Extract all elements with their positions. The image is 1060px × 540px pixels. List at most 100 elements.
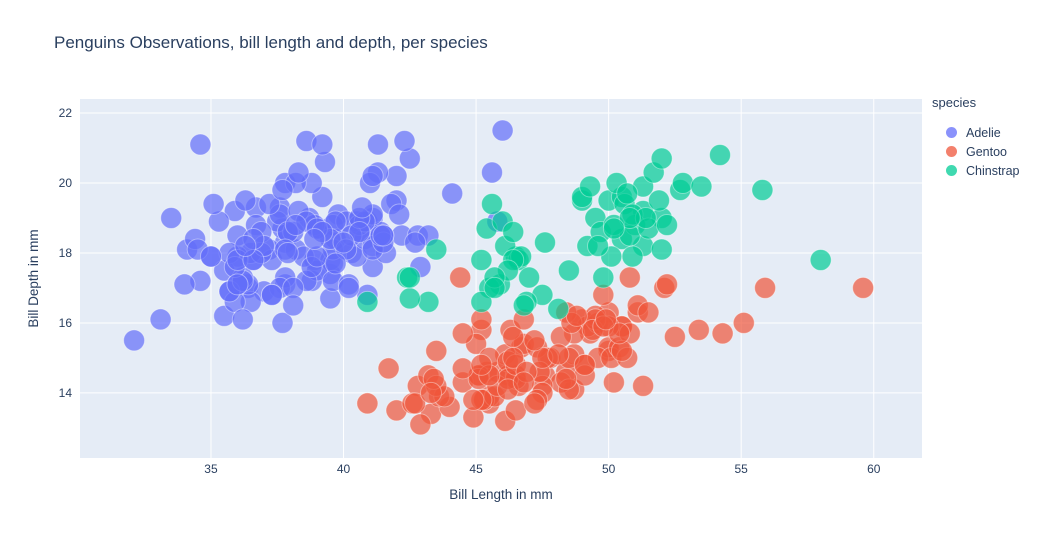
data-point-adelie[interactable]: [348, 221, 371, 243]
data-point-gentoo[interactable]: [502, 346, 525, 369]
data-point-chinstrap[interactable]: [398, 266, 421, 289]
data-point-gentoo[interactable]: [555, 367, 578, 390]
data-point-adelie[interactable]: [189, 133, 212, 156]
data-point-chinstrap[interactable]: [671, 172, 694, 194]
data-point-chinstrap[interactable]: [481, 193, 503, 215]
data-point-chinstrap[interactable]: [751, 179, 774, 201]
data-point-adelie[interactable]: [271, 311, 294, 334]
data-point-chinstrap[interactable]: [648, 189, 670, 212]
data-point-chinstrap[interactable]: [470, 290, 493, 313]
data-point-gentoo[interactable]: [608, 322, 631, 345]
data-point-adelie[interactable]: [173, 273, 196, 296]
data-point-gentoo[interactable]: [470, 353, 493, 376]
data-point-gentoo[interactable]: [565, 304, 588, 327]
data-point-adelie[interactable]: [276, 242, 299, 264]
data-point-adelie[interactable]: [160, 207, 183, 229]
legend-item-gentoo[interactable]: Gentoo: [932, 142, 1020, 161]
data-point-adelie[interactable]: [441, 182, 464, 205]
data-point-chinstrap[interactable]: [602, 217, 625, 240]
data-point-gentoo[interactable]: [512, 371, 535, 394]
data-point-gentoo[interactable]: [425, 339, 448, 362]
data-point-adelie[interactable]: [287, 161, 310, 184]
data-point-gentoo[interactable]: [637, 301, 660, 324]
legend-item-chinstrap[interactable]: Chinstrap: [932, 161, 1020, 180]
data-point-adelie[interactable]: [332, 231, 355, 254]
data-point-gentoo[interactable]: [377, 357, 400, 380]
data-point-chinstrap[interactable]: [587, 235, 609, 257]
data-point-chinstrap[interactable]: [650, 238, 673, 261]
data-point-adelie[interactable]: [149, 308, 172, 331]
data-point-chinstrap[interactable]: [512, 294, 535, 317]
data-point-chinstrap[interactable]: [557, 259, 580, 282]
data-point-chinstrap[interactable]: [470, 249, 493, 271]
data-point-adelie[interactable]: [234, 189, 257, 212]
legend-item-adelie[interactable]: Adelie: [932, 123, 1020, 142]
data-point-chinstrap[interactable]: [425, 238, 448, 261]
data-point-adelie[interactable]: [200, 245, 222, 268]
data-point-gentoo[interactable]: [449, 266, 472, 289]
data-point-adelie[interactable]: [258, 193, 281, 215]
data-point-chinstrap[interactable]: [398, 287, 421, 310]
data-point-gentoo[interactable]: [451, 357, 474, 380]
data-point-gentoo[interactable]: [404, 392, 427, 415]
data-point-adelie[interactable]: [303, 228, 326, 250]
data-point-adelie[interactable]: [123, 329, 146, 352]
data-point-adelie[interactable]: [388, 203, 411, 226]
data-point-gentoo[interactable]: [523, 329, 546, 352]
data-point-gentoo[interactable]: [732, 311, 755, 334]
data-point-adelie[interactable]: [202, 193, 225, 215]
data-point-chinstrap[interactable]: [650, 147, 673, 170]
data-point-gentoo[interactable]: [711, 322, 734, 345]
data-point-gentoo[interactable]: [663, 325, 686, 348]
data-point-chinstrap[interactable]: [547, 297, 570, 320]
data-point-adelie[interactable]: [372, 224, 395, 247]
data-point-chinstrap[interactable]: [592, 266, 615, 289]
data-point-adelie[interactable]: [311, 133, 334, 156]
data-point-gentoo[interactable]: [595, 308, 617, 331]
data-point-gentoo[interactable]: [687, 318, 710, 341]
data-point-chinstrap[interactable]: [690, 175, 713, 198]
data-point-adelie[interactable]: [231, 308, 254, 331]
data-point-adelie[interactable]: [404, 231, 427, 254]
data-point-chinstrap[interactable]: [618, 207, 641, 229]
data-point-chinstrap[interactable]: [518, 266, 541, 289]
data-point-adelie[interactable]: [393, 130, 416, 152]
data-point-adelie[interactable]: [361, 165, 384, 187]
data-point-adelie[interactable]: [324, 252, 347, 275]
data-point-chinstrap[interactable]: [356, 290, 379, 313]
data-point-gentoo[interactable]: [462, 388, 485, 411]
data-point-chinstrap[interactable]: [417, 290, 440, 313]
data-point-gentoo[interactable]: [523, 392, 546, 415]
data-point-chinstrap[interactable]: [502, 221, 525, 243]
data-point-chinstrap[interactable]: [709, 144, 731, 166]
data-point-gentoo[interactable]: [852, 276, 875, 299]
data-point-gentoo[interactable]: [754, 276, 777, 299]
data-point-gentoo[interactable]: [632, 374, 655, 397]
data-point-chinstrap[interactable]: [483, 276, 506, 299]
data-point-gentoo[interactable]: [656, 273, 678, 296]
data-point-adelie[interactable]: [271, 179, 294, 201]
data-point-adelie[interactable]: [337, 276, 360, 299]
data-point-adelie[interactable]: [226, 273, 249, 296]
data-point-gentoo[interactable]: [573, 353, 596, 376]
data-point-gentoo[interactable]: [356, 392, 379, 415]
data-point-adelie[interactable]: [284, 214, 307, 236]
data-point-gentoo[interactable]: [504, 399, 527, 422]
data-point-gentoo[interactable]: [547, 343, 570, 366]
data-point-adelie[interactable]: [282, 294, 305, 317]
data-point-gentoo[interactable]: [420, 381, 442, 404]
data-point-adelie[interactable]: [367, 133, 389, 156]
data-point-gentoo[interactable]: [451, 322, 474, 345]
data-point-chinstrap[interactable]: [534, 231, 556, 254]
data-point-chinstrap[interactable]: [616, 182, 639, 205]
data-point-gentoo[interactable]: [409, 413, 432, 436]
data-point-adelie[interactable]: [385, 165, 408, 187]
data-point-chinstrap[interactable]: [809, 249, 832, 271]
data-point-chinstrap[interactable]: [621, 245, 644, 268]
data-point-adelie[interactable]: [260, 283, 283, 306]
data-point-adelie[interactable]: [234, 235, 257, 257]
data-point-adelie[interactable]: [481, 161, 503, 184]
data-point-chinstrap[interactable]: [656, 214, 678, 236]
data-point-gentoo[interactable]: [602, 371, 625, 394]
data-point-chinstrap[interactable]: [579, 175, 602, 198]
